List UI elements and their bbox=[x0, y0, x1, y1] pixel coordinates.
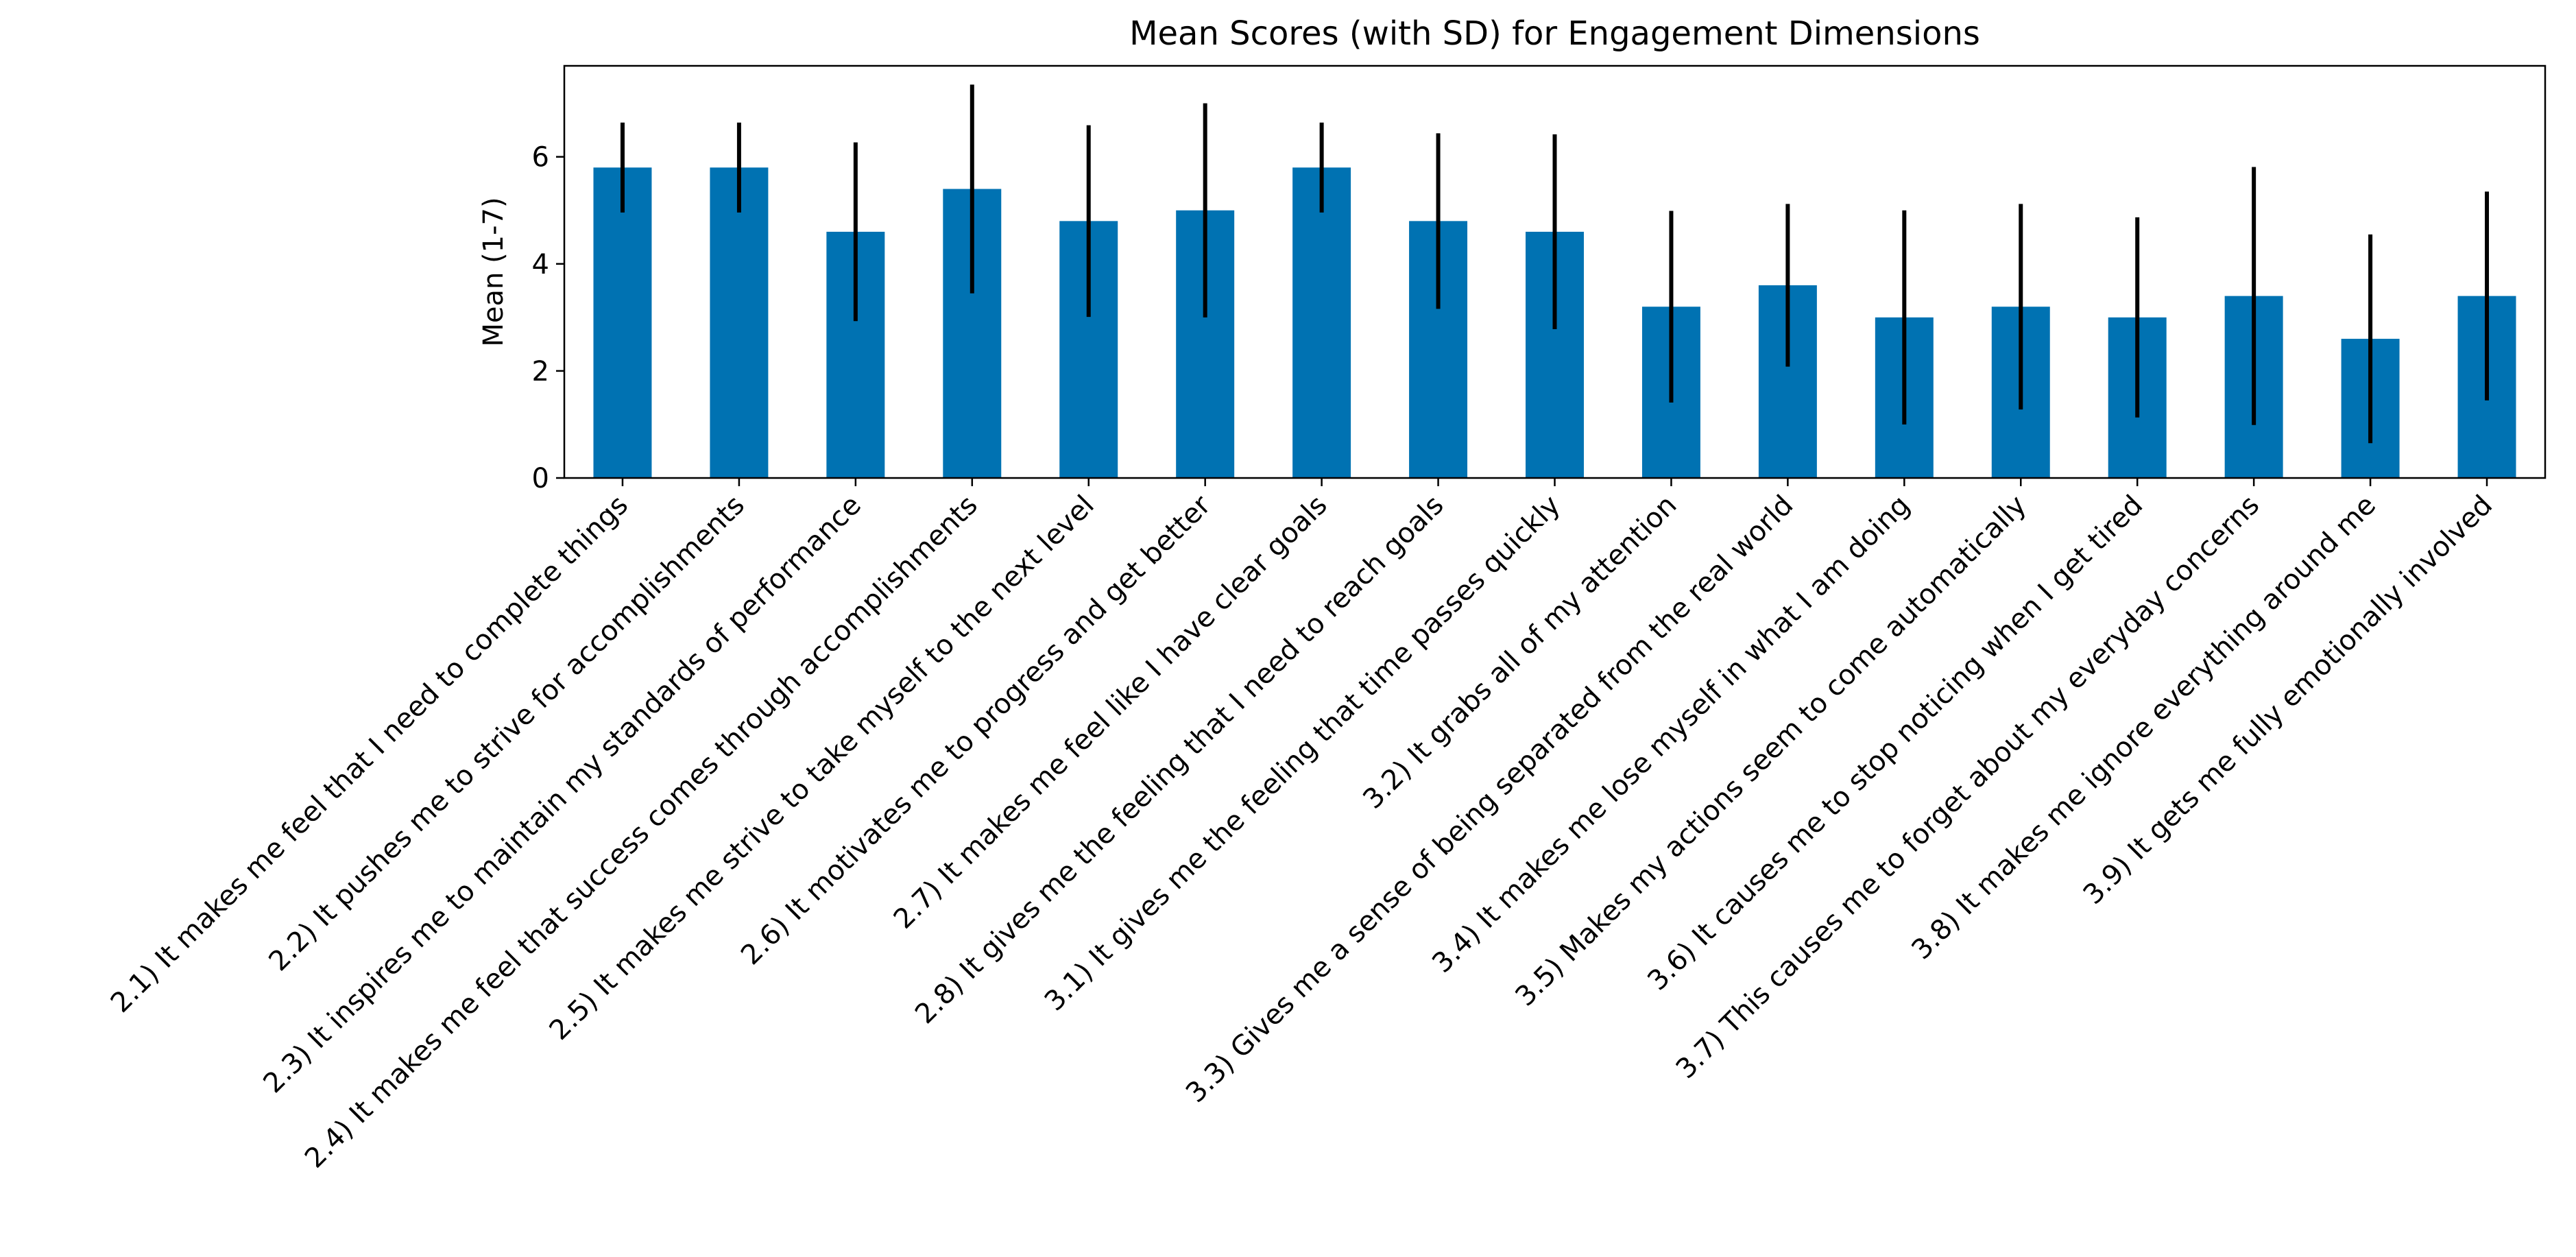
bar bbox=[710, 167, 769, 478]
y-ticks-layer: 0 2 4 6 bbox=[532, 142, 564, 494]
chart-title: Mean Scores (with SD) for Engagement Dim… bbox=[1129, 14, 1980, 53]
y-tick-label: 2 bbox=[532, 356, 549, 387]
bars-layer bbox=[593, 167, 2516, 478]
y-tick-label: 4 bbox=[532, 249, 549, 280]
y-axis-label: Mean (1-7) bbox=[478, 197, 509, 346]
y-tick-label: 0 bbox=[532, 463, 549, 494]
y-tick-label: 6 bbox=[532, 142, 549, 173]
bar bbox=[593, 167, 652, 478]
bar bbox=[1292, 167, 1351, 478]
error-bars-layer bbox=[620, 84, 2490, 444]
